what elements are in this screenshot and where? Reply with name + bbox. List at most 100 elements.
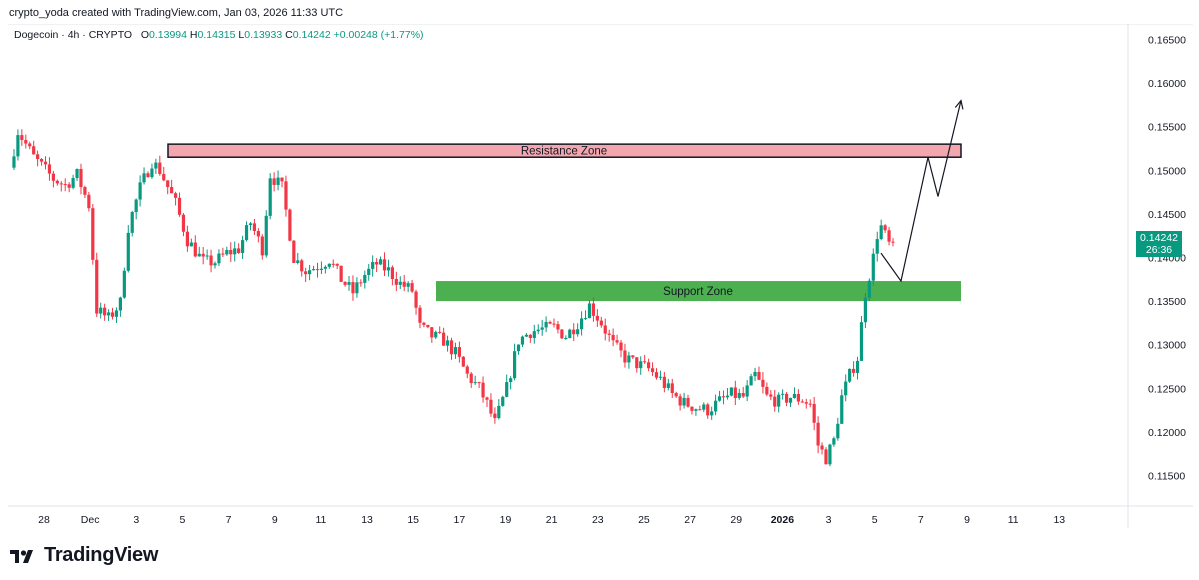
candle-body bbox=[410, 283, 414, 292]
candle-body bbox=[173, 193, 178, 198]
candle-body bbox=[564, 338, 568, 340]
candle-body bbox=[579, 318, 584, 330]
candle-body bbox=[887, 230, 891, 242]
candle-body bbox=[844, 381, 848, 396]
open-label: O bbox=[140, 29, 150, 41]
candle-body bbox=[122, 270, 126, 298]
candle-body bbox=[489, 399, 493, 414]
candle-body bbox=[43, 161, 48, 165]
candle-body bbox=[824, 449, 828, 465]
time-tick-label: 21 bbox=[546, 514, 558, 526]
candle-body bbox=[784, 393, 789, 403]
candle-body bbox=[339, 265, 343, 282]
candle-body bbox=[209, 255, 213, 266]
drawing-zones[interactable]: Resistance Zone Support Zone bbox=[167, 143, 962, 302]
time-tick-label: 17 bbox=[454, 514, 466, 526]
tradingview-logo-text: TradingView bbox=[44, 544, 159, 566]
price-tick-label: 0.15000 bbox=[1148, 165, 1186, 177]
candle-body bbox=[623, 350, 627, 363]
projection-line bbox=[880, 100, 962, 283]
candle-body bbox=[95, 259, 99, 314]
candle-body bbox=[146, 173, 150, 178]
ohlc-legend: Dogecoin · 4h · CRYPTO O0.13994 H0.14315… bbox=[14, 29, 424, 41]
candle-body bbox=[244, 225, 249, 241]
candle-body bbox=[110, 312, 115, 317]
candle-body bbox=[343, 281, 347, 285]
candle-body bbox=[607, 333, 611, 335]
candle-body bbox=[741, 393, 745, 397]
tradingview-logo[interactable]: TradingView bbox=[10, 544, 158, 567]
candle-body bbox=[406, 283, 410, 287]
candle-body bbox=[650, 368, 655, 373]
candle-body bbox=[166, 180, 170, 188]
time-tick-label: 27 bbox=[684, 514, 696, 526]
price-chart[interactable]: 0.165000.160000.155000.150000.145000.140… bbox=[8, 24, 1193, 528]
candle-body bbox=[461, 356, 465, 367]
candle-body bbox=[674, 393, 678, 397]
symbol-title[interactable]: Dogecoin · 4h · CRYPTO bbox=[14, 29, 133, 41]
time-tick-label: 19 bbox=[500, 514, 512, 526]
candle-body bbox=[840, 395, 844, 424]
candle-body bbox=[134, 199, 138, 213]
candle-body bbox=[469, 373, 473, 384]
candle-body bbox=[193, 242, 197, 257]
chart-background bbox=[8, 24, 1193, 528]
candle-body bbox=[572, 329, 576, 335]
candle-body bbox=[540, 327, 544, 330]
candle-body bbox=[315, 269, 320, 271]
time-tick-label: 5 bbox=[180, 514, 186, 526]
candle-body bbox=[185, 231, 190, 247]
candle-body bbox=[256, 231, 260, 237]
support-zone-label: Support Zone bbox=[663, 286, 733, 298]
candles-series[interactable] bbox=[12, 129, 895, 467]
candle-body bbox=[694, 409, 698, 411]
open-value: 0.13994 bbox=[149, 29, 187, 41]
projection-path[interactable] bbox=[880, 99, 964, 283]
candle-body bbox=[745, 385, 749, 397]
candle-body bbox=[197, 253, 201, 257]
candle-body bbox=[252, 223, 257, 232]
candle-body bbox=[36, 154, 40, 160]
candle-body bbox=[761, 379, 765, 387]
tradingview-logo-icon bbox=[10, 549, 33, 563]
price-tick-label: 0.16000 bbox=[1148, 78, 1186, 90]
candle-body bbox=[106, 312, 111, 316]
candle-body bbox=[666, 383, 670, 388]
last-price: 0.14242 bbox=[1140, 232, 1178, 244]
candle-body bbox=[532, 331, 536, 338]
time-axis[interactable]: 28 Dec 3 5 7 9 11 13 15 17 19 21 23 25 27 29 2026 3 5 7 9 11 1… bbox=[38, 514, 1065, 526]
candle-body bbox=[114, 310, 119, 317]
candle-body bbox=[536, 329, 540, 332]
candle-body bbox=[272, 178, 276, 185]
candle-body bbox=[87, 194, 91, 209]
candle-body bbox=[658, 376, 663, 378]
candle-body bbox=[505, 382, 509, 397]
candle-body bbox=[698, 409, 702, 411]
candle-body bbox=[828, 444, 832, 465]
candle-body bbox=[512, 351, 517, 379]
candle-body bbox=[181, 214, 186, 232]
candle-body bbox=[781, 393, 785, 395]
time-tick-label: 28 bbox=[38, 514, 50, 526]
candle-body bbox=[473, 382, 477, 384]
candle-body bbox=[792, 393, 797, 398]
candle-body bbox=[769, 394, 773, 397]
candle-body bbox=[501, 396, 505, 406]
candle-body bbox=[304, 271, 308, 275]
resistance-zone-label: Resistance Zone bbox=[521, 146, 607, 158]
candle-body bbox=[497, 405, 501, 419]
candle-body bbox=[382, 259, 387, 271]
candle-body bbox=[75, 168, 79, 179]
price-tick-label: 0.12500 bbox=[1148, 383, 1186, 395]
candle-body bbox=[619, 342, 623, 351]
candle-body bbox=[662, 376, 666, 388]
candle-body bbox=[162, 173, 166, 181]
candle-body bbox=[509, 378, 513, 383]
candle-body bbox=[189, 242, 193, 247]
time-tick-label: 3 bbox=[826, 514, 832, 526]
candle-body bbox=[552, 323, 556, 325]
candle-body bbox=[702, 404, 706, 410]
candle-body bbox=[229, 249, 233, 255]
candle-body bbox=[201, 253, 205, 257]
candle-body bbox=[796, 393, 800, 402]
